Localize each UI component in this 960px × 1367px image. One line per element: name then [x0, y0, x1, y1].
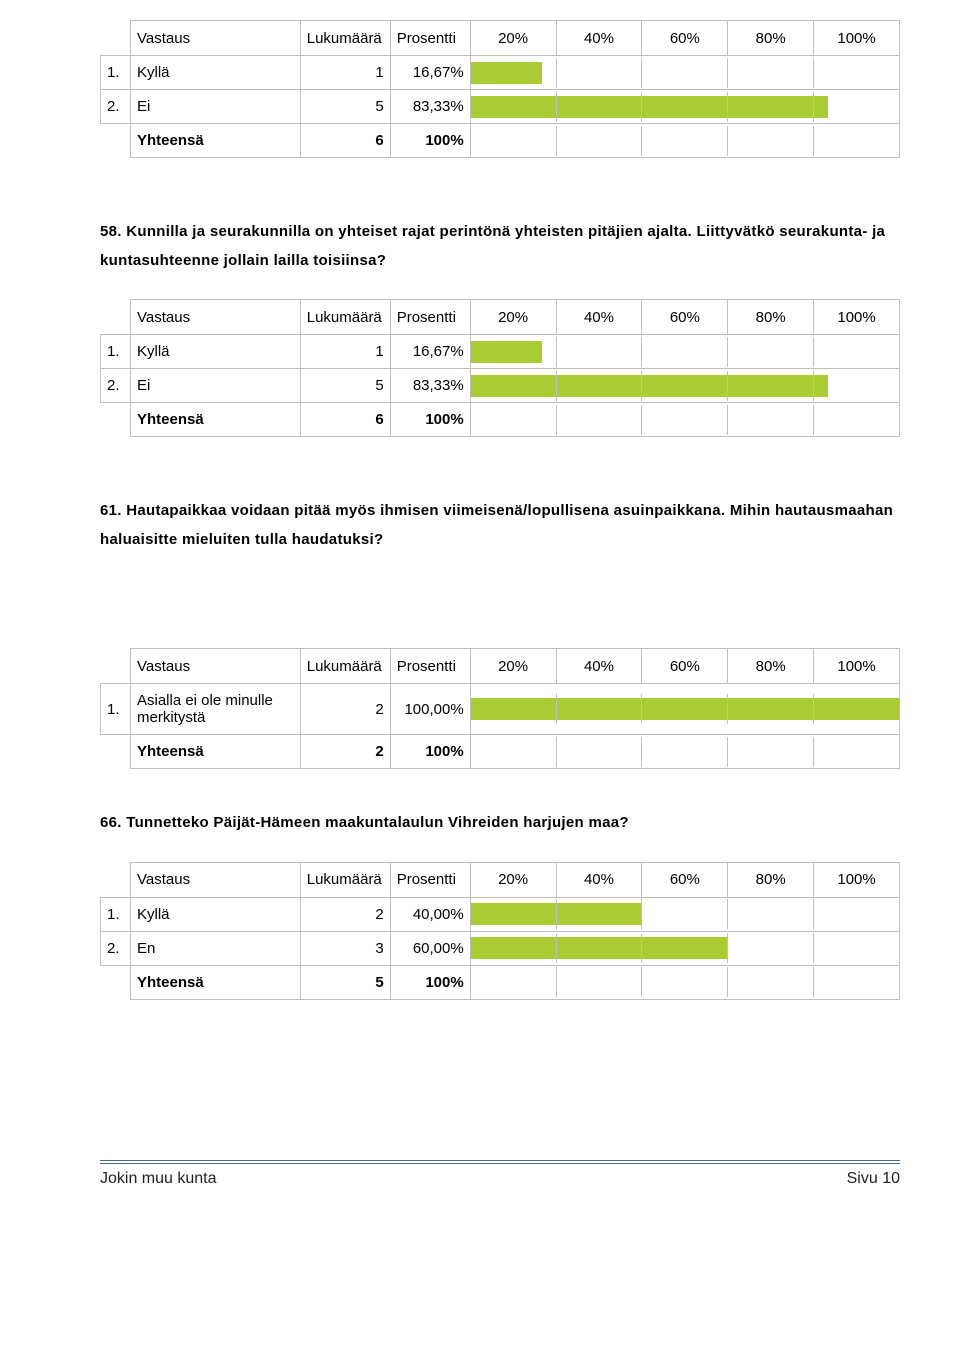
- row-index: 1.: [101, 56, 131, 90]
- survey-table: Vastaus Lukumäärä Prosentti 20% 40% 60% …: [100, 648, 900, 769]
- row-count: 1: [300, 56, 390, 90]
- table-row: 1. Kyllä 1 16,67%: [101, 56, 900, 90]
- row-label: Ei: [130, 90, 300, 124]
- header-empty: [101, 21, 131, 56]
- table-row: 1. Kyllä 2 40,00%: [101, 897, 900, 931]
- row-label: Kyllä: [130, 56, 300, 90]
- tick-label: 100%: [814, 21, 899, 55]
- table-row: 2. Ei 5 83,33%: [101, 90, 900, 124]
- total-label: Yhteensä: [130, 124, 300, 158]
- table-row: 1. Asialla ei ole minulle merkitystä 2 1…: [101, 684, 900, 735]
- footer-right: Sivu 10: [847, 1170, 900, 1188]
- survey-block-66: 66. Tunnetteko Päijät-Hämeen maakuntalau…: [100, 809, 900, 1000]
- table-header-row: Vastaus Lukumäärä Prosentti 20% 40% 60% …: [101, 21, 900, 56]
- survey-table: Vastaus Lukumäärä Prosentti 20% 40% 60% …: [100, 20, 900, 158]
- footer-left: Jokin muu kunta: [100, 1170, 217, 1188]
- table-header-row: Vastaus Lukumäärä Prosentti 20% 40% 60% …: [101, 300, 900, 335]
- question-text: 61. Hautapaikkaa voidaan pitää myös ihmi…: [100, 497, 900, 554]
- header-lukumaara: Lukumäärä: [300, 21, 390, 56]
- header-ticks: 20% 40% 60% 80% 100%: [470, 300, 899, 335]
- table-row: 1. Kyllä 1 16,67%: [101, 335, 900, 369]
- table-row: 2. En 3 60,00%: [101, 931, 900, 965]
- row-index: 2.: [101, 90, 131, 124]
- table-row: 2. Ei 5 83,33%: [101, 369, 900, 403]
- table-header-row: Vastaus Lukumäärä Prosentti 20% 40% 60% …: [101, 862, 900, 897]
- row-pct: 83,33%: [390, 90, 470, 124]
- survey-table: Vastaus Lukumäärä Prosentti 20% 40% 60% …: [100, 862, 900, 1000]
- page-footer: Jokin muu kunta Sivu 10: [100, 1160, 900, 1188]
- table-total-row: Yhteensä 5 100%: [101, 965, 900, 999]
- survey-table: Vastaus Lukumäärä Prosentti 20% 40% 60% …: [100, 299, 900, 437]
- total-bar-cell: [470, 124, 899, 158]
- question-text: 66. Tunnetteko Päijät-Hämeen maakuntalau…: [100, 809, 900, 838]
- total-pct: 100%: [390, 124, 470, 158]
- total-count: 6: [300, 124, 390, 158]
- question-text: 58. Kunnilla ja seurakunnilla on yhteise…: [100, 218, 900, 275]
- row-bar-cell: [470, 90, 899, 124]
- tick-label: 80%: [728, 21, 814, 55]
- survey-block-1: Vastaus Lukumäärä Prosentti 20% 40% 60% …: [100, 20, 900, 158]
- header-lukumaara: Lukumäärä: [300, 300, 390, 335]
- table-total-row: Yhteensä 2 100%: [101, 735, 900, 769]
- survey-block-58: 58. Kunnilla ja seurakunnilla on yhteise…: [100, 218, 900, 437]
- header-ticks: 20% 40% 60% 80% 100%: [470, 21, 899, 56]
- row-count: 5: [300, 90, 390, 124]
- header-vastaus: Vastaus: [130, 21, 300, 56]
- tick-label: 20%: [471, 21, 557, 55]
- header-prosentti: Prosentti: [390, 300, 470, 335]
- tick-label: 40%: [557, 21, 643, 55]
- table-total-row: Yhteensä 6 100%: [101, 403, 900, 437]
- tick-label: 60%: [642, 21, 728, 55]
- survey-block-61: 61. Hautapaikkaa voidaan pitää myös ihmi…: [100, 497, 900, 769]
- table-total-row: Yhteensä 6 100%: [101, 124, 900, 158]
- table-header-row: Vastaus Lukumäärä Prosentti 20% 40% 60% …: [101, 649, 900, 684]
- header-vastaus: Vastaus: [130, 300, 300, 335]
- row-pct: 16,67%: [390, 56, 470, 90]
- row-bar-cell: [470, 56, 899, 90]
- header-prosentti: Prosentti: [390, 21, 470, 56]
